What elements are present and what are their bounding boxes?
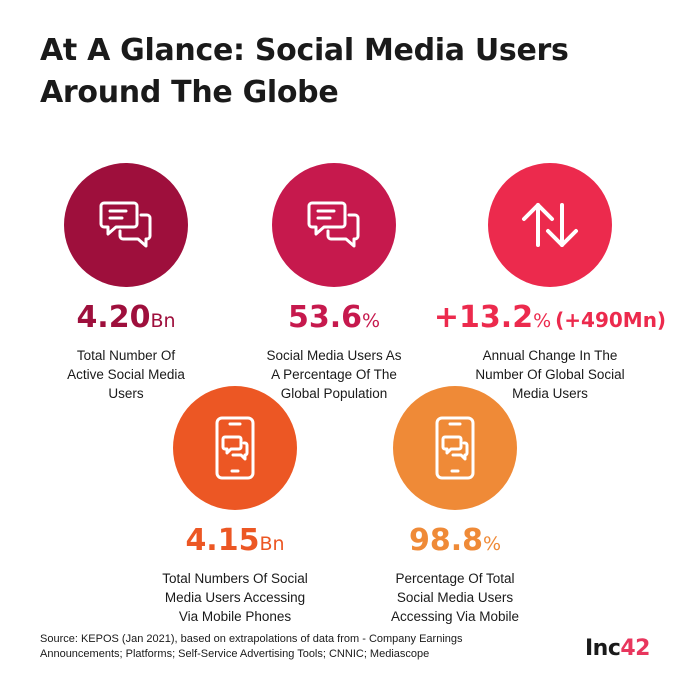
stat-icon-circle bbox=[173, 386, 297, 510]
inc42-logo: Inc42 bbox=[584, 636, 651, 661]
stat-value: 4.15Bn bbox=[185, 523, 285, 558]
stat-description: Social Media Users As A Percentage Of Th… bbox=[266, 348, 402, 401]
mobile-phone-chat-icon bbox=[215, 416, 255, 480]
chat-bubbles-icon bbox=[307, 201, 360, 248]
stat-icon-circle bbox=[272, 163, 396, 287]
stat-total-users: 4.20Bn Total Number Of Active Social Med… bbox=[21, 163, 231, 403]
page-title: At A Glance: Social Media Users Around T… bbox=[40, 30, 660, 114]
stat-description: Total Numbers Of Social Media Users Acce… bbox=[162, 571, 308, 624]
stat-icon-circle bbox=[393, 386, 517, 510]
stat-value: +13.2% (+490Mn) bbox=[433, 300, 667, 335]
stat-annual-change: +13.2% (+490Mn) Annual Change In The Numb… bbox=[430, 163, 670, 403]
stat-mobile-percentage: 98.8% Percentage Of Total Social Media U… bbox=[345, 386, 565, 626]
title-line-2: Around The Globe bbox=[40, 75, 339, 110]
stat-mobile-users: 4.15Bn Total Numbers Of Social Media Use… bbox=[125, 386, 345, 626]
title-line-1: At A Glance: Social Media Users bbox=[40, 33, 569, 68]
stat-value: 98.8% bbox=[408, 523, 502, 558]
stat-icon-circle bbox=[488, 163, 612, 287]
stat-value: 4.20Bn bbox=[76, 300, 176, 335]
stat-description: Total Number Of Active Social Media User… bbox=[67, 348, 185, 401]
stat-percent-population: 53.6% Social Media Users As A Percentage… bbox=[229, 163, 439, 403]
source-note: Source: KEPOS (Jan 2021), based on extra… bbox=[40, 633, 463, 660]
stat-description: Annual Change In The Number Of Global So… bbox=[475, 348, 625, 401]
chat-bubbles-icon bbox=[99, 201, 152, 248]
mobile-phone-chat-icon bbox=[435, 416, 475, 480]
stat-value: 53.6% bbox=[287, 300, 381, 335]
stat-icon-circle bbox=[64, 163, 188, 287]
stat-description: Percentage Of Total Social Media Users A… bbox=[390, 571, 520, 624]
up-down-arrows-icon bbox=[522, 203, 578, 247]
